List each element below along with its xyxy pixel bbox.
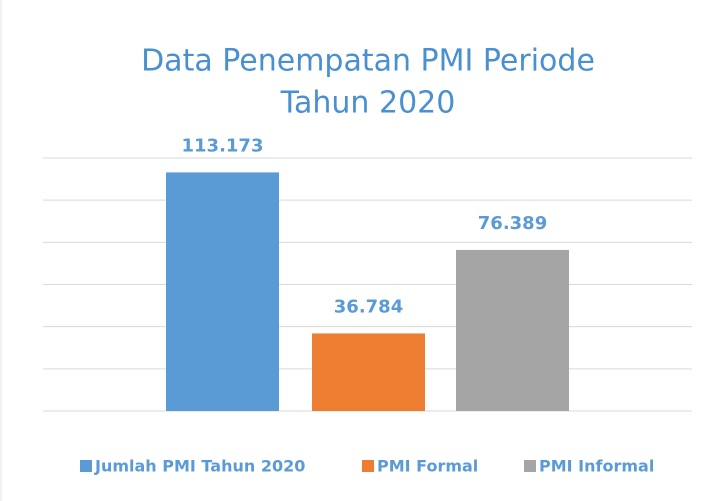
data-label: 36.784 [334,296,403,317]
chart-title: Data Penempatan PMI Periode [141,44,595,79]
bar [312,333,425,411]
data-label: 76.389 [478,213,547,234]
legend-swatch [80,460,92,472]
bar [166,172,279,411]
data-label: 113.173 [182,135,264,156]
chart-title: Tahun 2020 [280,86,456,121]
legend-label: PMI Formal [377,457,478,476]
legend-label: PMI Informal [539,457,654,476]
legend-swatch [362,460,374,472]
legend-label: Jumlah PMI Tahun 2020 [94,457,305,476]
bar [456,249,569,411]
legend-swatch [524,460,536,472]
